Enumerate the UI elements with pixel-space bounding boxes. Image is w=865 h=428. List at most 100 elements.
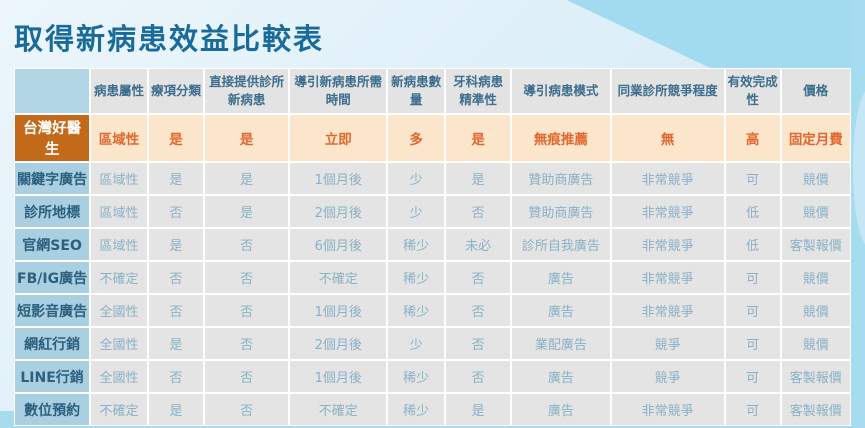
table-cell: 是	[445, 114, 512, 162]
table-cell: 不確定	[90, 261, 148, 294]
table-cell: 區域性	[90, 195, 148, 228]
table-cell: 廣告	[511, 393, 611, 426]
table-cell: 是	[147, 327, 204, 360]
table-cell: 否	[445, 327, 512, 360]
column-header: 療項分類	[147, 68, 204, 114]
table-cell: 客製報價	[780, 228, 851, 261]
table-cell: 固定月費	[780, 114, 851, 162]
table-cell: 稀少	[387, 393, 446, 426]
table-cell: 1個月後	[289, 360, 388, 393]
table-cell: 非常競爭	[610, 393, 725, 426]
table-cell: 2個月後	[289, 195, 388, 228]
table-cell: 是	[147, 228, 204, 261]
table-cell: 2個月後	[289, 327, 388, 360]
table-cell: 客製報價	[780, 393, 851, 426]
table-cell: 稀少	[387, 228, 446, 261]
row-label: 診所地標	[14, 195, 91, 228]
table-body: 台灣好醫生 區域性是是立即多是無痕推薦無高固定月費 關鍵字廣告 區域性是是 1個月後少是…	[14, 114, 851, 426]
table-cell: 區域性	[90, 114, 148, 162]
table-cell: 1個月後	[289, 294, 388, 327]
table-cell: 競爭	[610, 327, 725, 360]
table-cell: 非常競爭	[610, 228, 725, 261]
table-cell: 低	[724, 228, 781, 261]
table-cell: 可	[724, 360, 781, 393]
table-cell: 無	[610, 114, 725, 162]
table-cell: 競爭	[610, 360, 725, 393]
row-label: 台灣好醫生	[14, 114, 91, 162]
row-label: LINE行銷	[14, 360, 91, 393]
comparison-table: 病患屬性 療項分類 直接提供診所新病患 導引新病患所需時間 新病患數量 牙科病患精準性 導引…	[14, 68, 851, 426]
row-label: 網紅行銷	[14, 327, 91, 360]
row-label: FB/IG廣告	[14, 261, 91, 294]
table-cell: 可	[724, 294, 781, 327]
table-row: LINE行銷 全國性否否 1個月後 稀少否廣告 競爭可客製報價	[14, 360, 851, 393]
table-cell: 廣告	[511, 261, 611, 294]
table-cell: 高	[724, 114, 781, 162]
table-cell: 無痕推薦	[511, 114, 611, 162]
table-cell: 否	[203, 228, 290, 261]
table-cell: 全國性	[90, 360, 148, 393]
table-cell: 不確定	[90, 393, 148, 426]
table-cell: 否	[445, 195, 512, 228]
table-cell: 競價	[780, 327, 851, 360]
table-cell: 否	[203, 360, 290, 393]
table-cell: 否	[203, 393, 290, 426]
table-cell: 未必	[445, 228, 512, 261]
corner-cell	[14, 68, 91, 114]
table-cell: 全國性	[90, 327, 148, 360]
table-cell: 多	[387, 114, 446, 162]
table-cell: 全國性	[90, 294, 148, 327]
table-cell: 少	[387, 195, 446, 228]
table-cell: 稀少	[387, 261, 446, 294]
table-cell: 可	[724, 162, 781, 195]
table-cell: 否	[203, 294, 290, 327]
table-cell: 少	[387, 327, 446, 360]
table-row: 台灣好醫生 區域性是是立即多是無痕推薦無高固定月費	[14, 114, 851, 162]
table-cell: 不確定	[289, 393, 388, 426]
table-cell: 不確定	[289, 261, 388, 294]
table-cell: 廣告	[511, 360, 611, 393]
table-cell: 否	[203, 327, 290, 360]
comparison-table-container: 病患屬性 療項分類 直接提供診所新病患 導引新病患所需時間 新病患數量 牙科病患精準性 導引…	[14, 68, 851, 426]
table-cell: 非常競爭	[610, 261, 725, 294]
column-header: 牙科病患精準性	[445, 68, 512, 114]
header-row: 病患屬性 療項分類 直接提供診所新病患 導引新病患所需時間 新病患數量 牙科病患精準性 導引…	[14, 68, 851, 114]
row-label: 數位預約	[14, 393, 91, 426]
table-header: 病患屬性 療項分類 直接提供診所新病患 導引新病患所需時間 新病患數量 牙科病患精準性 導引…	[14, 68, 851, 114]
column-header: 病患屬性	[90, 68, 148, 114]
table-cell: 贊助商廣告	[511, 195, 611, 228]
table-cell: 贊助商廣告	[511, 162, 611, 195]
row-label: 官網SEO	[14, 228, 91, 261]
row-label: 短影音廣告	[14, 294, 91, 327]
page-title: 取得新病患效益比較表	[14, 22, 325, 56]
table-cell: 非常競爭	[610, 294, 725, 327]
table-row: 診所地標 區域性否是 2個月後少否贊助商廣告 非常競爭低競價	[14, 195, 851, 228]
table-cell: 是	[147, 162, 204, 195]
table-cell: 稀少	[387, 294, 446, 327]
column-header: 直接提供診所新病患	[203, 68, 290, 114]
table-cell: 競價	[780, 261, 851, 294]
table-cell: 競價	[780, 294, 851, 327]
column-header: 同業診所競爭程度	[610, 68, 725, 114]
table-row: FB/IG廣告 不確定否否不確定 稀少否廣告 非常競爭可競價	[14, 261, 851, 294]
table-cell: 1個月後	[289, 162, 388, 195]
row-label: 關鍵字廣告	[14, 162, 91, 195]
curve-decoration	[853, 88, 865, 248]
table-cell: 區域性	[90, 228, 148, 261]
table-cell: 業配廣告	[511, 327, 611, 360]
table-cell: 低	[724, 195, 781, 228]
table-cell: 是	[203, 114, 290, 162]
table-cell: 客製報價	[780, 360, 851, 393]
table-cell: 否	[445, 294, 512, 327]
table-cell: 非常競爭	[610, 162, 725, 195]
table-cell: 否	[147, 360, 204, 393]
column-header: 新病患數量	[387, 68, 446, 114]
table-row: 數位預約 不確定是否不確定 稀少是廣告 非常競爭可客製報價	[14, 393, 851, 426]
table-cell: 否	[147, 261, 204, 294]
table-cell: 否	[203, 261, 290, 294]
table-cell: 否	[147, 294, 204, 327]
table-cell: 廣告	[511, 294, 611, 327]
table-cell: 6個月後	[289, 228, 388, 261]
table-cell: 可	[724, 261, 781, 294]
table-cell: 非常競爭	[610, 195, 725, 228]
